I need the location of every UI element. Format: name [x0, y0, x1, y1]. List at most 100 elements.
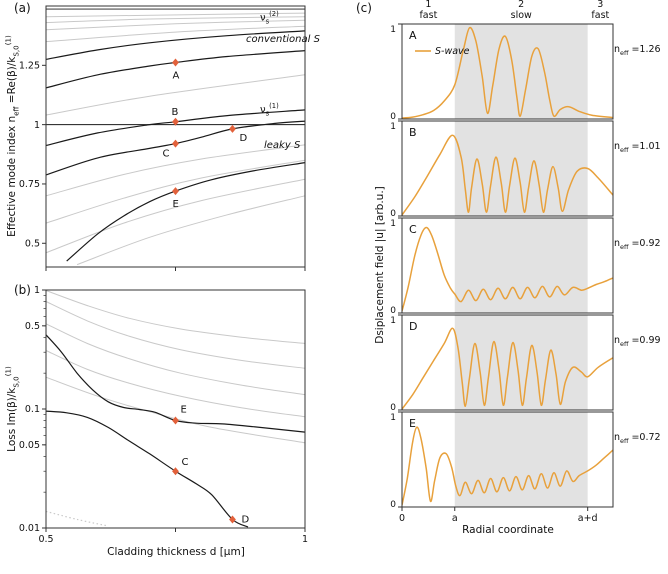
neff-label-D: neff =0.99 [614, 335, 661, 348]
neff-label-B: neff =1.01 [614, 141, 661, 154]
profile-frame [401, 23, 614, 120]
curve-black [45, 30, 306, 60]
y-tick-label: 1 [390, 413, 396, 423]
y-tick-label: 1 [390, 122, 396, 132]
region-label-2: 2 slow [511, 0, 532, 22]
mode-marker-C [172, 139, 179, 148]
axes-frame [45, 5, 306, 268]
y-tick-label: 0 [390, 403, 396, 413]
curve-gray [45, 301, 306, 369]
s-wave-curve-C [402, 226, 613, 312]
mode-marker-B [172, 117, 179, 126]
annotation-3: leaky S [264, 140, 301, 151]
profile-letter-C: C [409, 223, 417, 236]
region-name: slow [510, 9, 532, 21]
y-tick-label: 0 [390, 209, 396, 219]
s-wave-curve-E [402, 426, 613, 506]
curve-black [45, 410, 249, 528]
mode-marker-label-A: A [173, 70, 180, 81]
profile-frame [401, 217, 614, 314]
curve-gray [45, 74, 306, 116]
curve-black [66, 162, 306, 262]
region-name: fast [591, 9, 610, 21]
y-tick-label: 0 [390, 112, 396, 122]
curve-gray [45, 19, 306, 31]
profile-letter-D: D [409, 320, 417, 333]
curve-gray [45, 178, 306, 254]
slow-region-shade [454, 24, 588, 119]
region-number: 2 [518, 0, 525, 10]
profile-panel-C [402, 218, 613, 313]
annotation-0: νs(2) [260, 10, 279, 26]
plot-area-panel_a [45, 8, 306, 266]
curve-black [45, 109, 306, 147]
s-wave-curve-B [402, 134, 613, 216]
panel-c-label: (c) [356, 1, 372, 15]
y-tick-label: 0.5 [25, 238, 40, 249]
curve-black [45, 50, 306, 89]
curve-gray [45, 376, 306, 444]
slow-region-shade [454, 412, 588, 507]
curve-gray-dotted [45, 510, 109, 527]
region-label-3: 3 fast [591, 0, 609, 22]
mode-marker-label-B: B [172, 107, 179, 118]
panel-c-xlabel: Radial coordinate [462, 524, 554, 536]
y-tick-label: 1.25 [19, 61, 40, 72]
curve-gray [45, 25, 306, 43]
neff-label-C: neff =0.92 [614, 238, 661, 251]
x-tick-label: a+d [578, 513, 598, 524]
mode-marker-label-D: D [239, 133, 247, 144]
y-tick-label: 0 [390, 500, 396, 510]
y-tick-label: 0.75 [19, 179, 40, 190]
profile-panel-E [402, 412, 613, 507]
s-wave-curve-A [402, 26, 613, 119]
mode-marker-label-C: C [163, 149, 170, 160]
mode-marker-label-C: C [182, 457, 189, 468]
mode-marker-E [172, 416, 179, 425]
region-number: 3 [597, 0, 604, 10]
mode-marker-E [172, 187, 179, 196]
panel-c-ylabel: Dsiplacement field |u| [arb.u.] [374, 186, 386, 344]
panel-b-label: (b) [14, 283, 31, 297]
plot-area-panel_b [45, 290, 306, 528]
x-tick-label: 0 [399, 513, 405, 524]
curve-black [45, 334, 306, 433]
s-wave-curve-D [402, 327, 613, 410]
x-tick-label: 0.5 [38, 534, 53, 545]
y-tick-label: 0.01 [19, 523, 40, 534]
y-tick-label: 1 [390, 219, 396, 229]
panel-a-ylabel: Effective mode index neff =Re(β)/kS,0(1) [3, 35, 21, 237]
y-tick-label: 0.5 [25, 321, 40, 332]
annotation-2: νs(1) [260, 102, 279, 118]
curve-gray [45, 159, 306, 224]
y-tick-label: 1 [390, 316, 396, 326]
curve-gray [45, 144, 306, 197]
legend-label: S-wave [435, 46, 470, 57]
profile-letter-E: E [409, 417, 416, 430]
profile-frame [401, 314, 614, 411]
annotation-1: conventional S [246, 34, 320, 45]
region-label-1: 1 fast [419, 0, 437, 22]
y-tick-label: 1 [34, 120, 40, 131]
x-tick-label: 1 [302, 534, 308, 545]
curve-gray [45, 16, 306, 24]
mode-marker-C [172, 467, 179, 476]
curve-black [45, 120, 306, 176]
panel-a-label: (a) [14, 1, 31, 15]
mode-marker-label-D: D [241, 514, 249, 525]
curve-gray [45, 290, 306, 344]
profile-frame [401, 411, 614, 508]
profile-letter-B: B [409, 126, 417, 139]
profile-panel-A [402, 24, 613, 119]
region-name: fast [419, 9, 438, 21]
y-tick-label: 1 [390, 25, 396, 35]
mode-marker-D [229, 515, 236, 524]
axes-frame [45, 289, 306, 529]
mode-marker-label-E: E [173, 199, 179, 210]
profile-panel-B [402, 121, 613, 216]
curve-gray [45, 350, 306, 418]
profile-frame [401, 120, 614, 217]
panel-b-ylabel: Loss Im(β)/kS,0(1) [3, 366, 21, 452]
